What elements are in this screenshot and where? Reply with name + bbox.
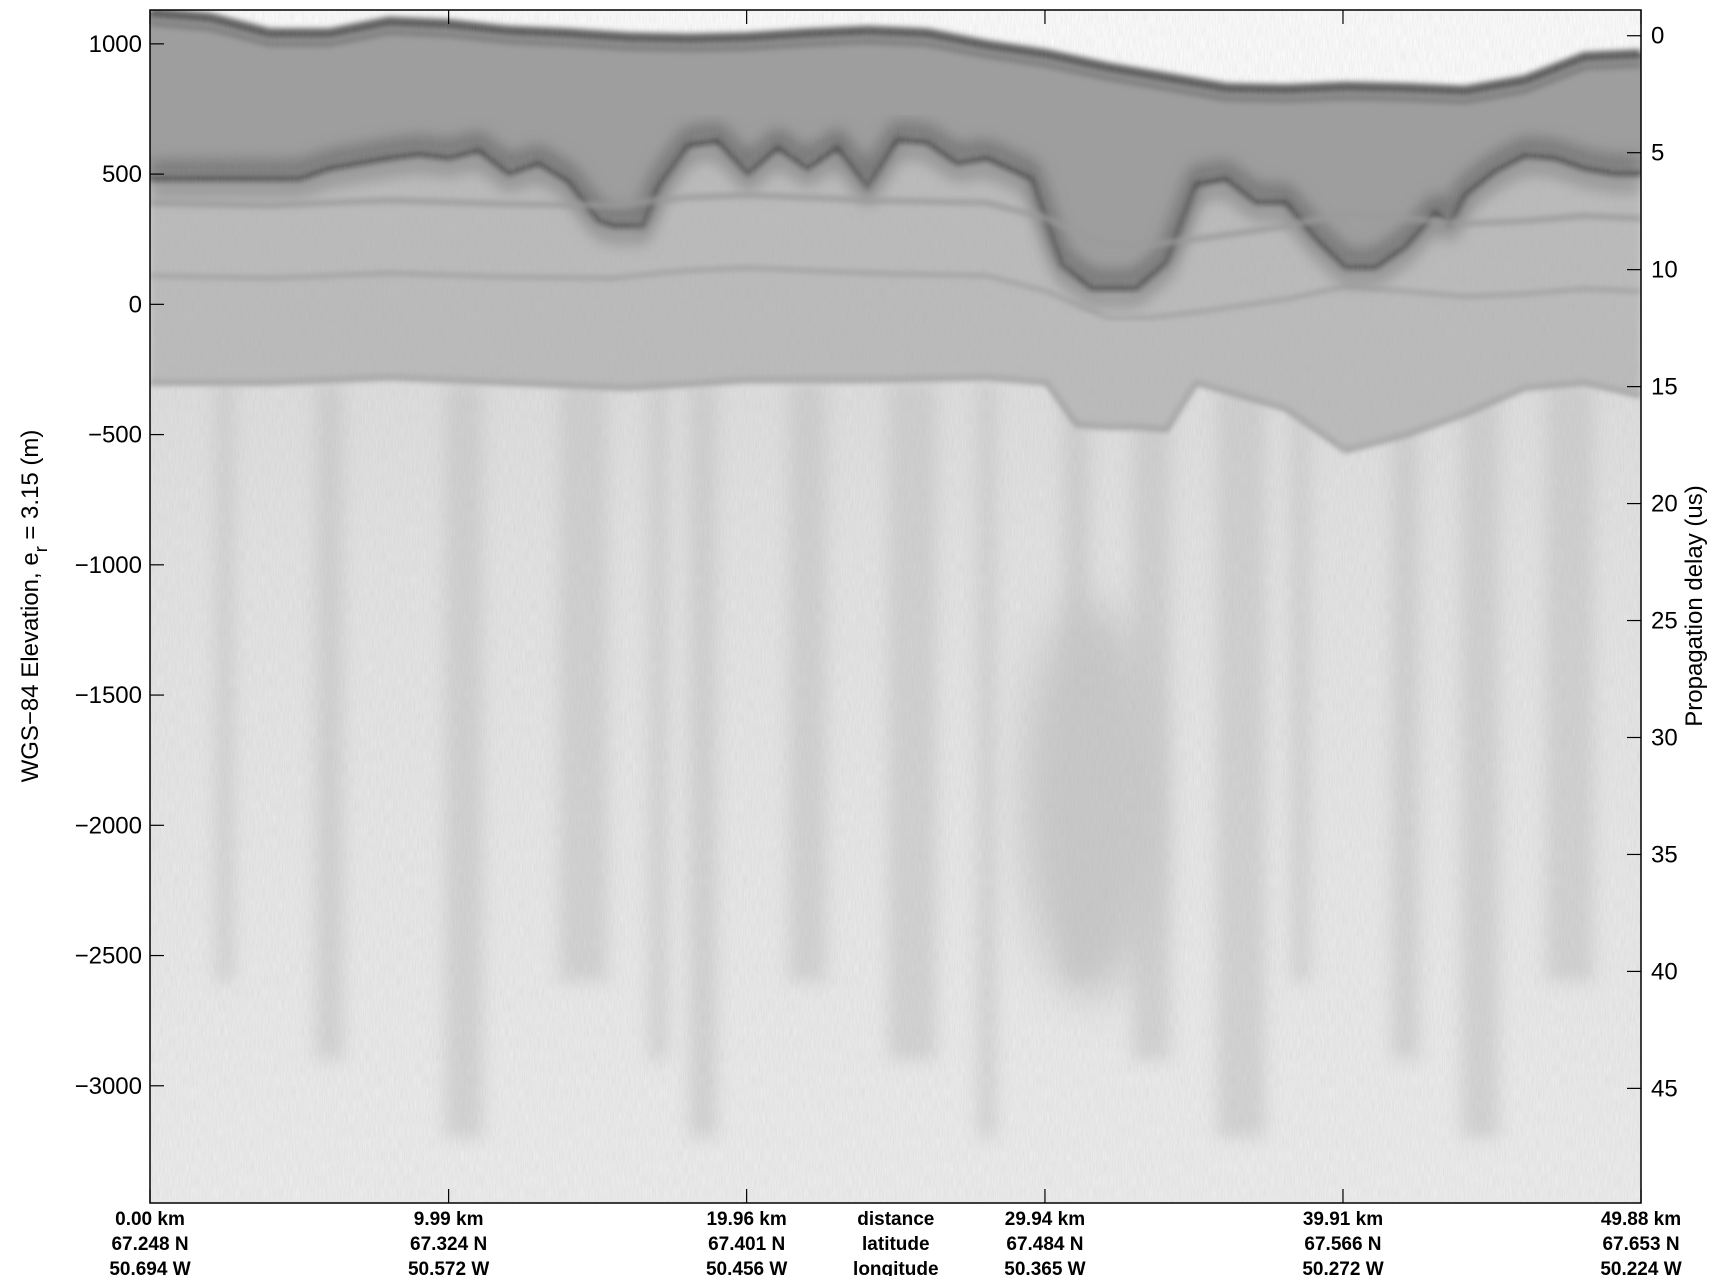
x-label-latitude: 67.324 N <box>410 1234 487 1255</box>
x-label-row-name: latitude <box>862 1234 930 1255</box>
left-tick-label: 0 <box>129 291 142 318</box>
left-tick-label: 500 <box>102 161 142 188</box>
left-tick-label: −2000 <box>75 812 142 839</box>
right-tick-label: 40 <box>1651 958 1678 985</box>
x-label-latitude: 67.248 N <box>111 1234 188 1255</box>
radar-echogram-image <box>150 10 1641 1203</box>
left-tick-label: −3000 <box>75 1073 142 1100</box>
left-axis-title-subscript: r <box>31 546 51 552</box>
x-label-longitude: 50.272 W <box>1302 1259 1383 1276</box>
left-tick-label: 1000 <box>89 31 142 58</box>
x-label-row-name: longitude <box>853 1259 938 1276</box>
x-label-distance: 49.88 km <box>1601 1209 1681 1230</box>
right-tick-label: 5 <box>1651 140 1664 167</box>
right-tick-label: 25 <box>1651 608 1678 635</box>
left-axis-ticks: 1000 500 0 −500 −1000 −1500 −2000 −2500 −3000 <box>75 31 164 1100</box>
x-label-longitude: 50.456 W <box>706 1259 787 1276</box>
left-tick-label: −1000 <box>75 552 142 579</box>
right-tick-label: 10 <box>1651 257 1678 284</box>
x-label-distance: 19.96 km <box>706 1209 786 1230</box>
speckle-noise <box>150 10 1641 1203</box>
x-axis-ticks <box>149 10 1642 1203</box>
x-label-latitude: 67.484 N <box>1006 1234 1083 1255</box>
left-axis-title-tail: = 3.15 (m) <box>17 430 44 547</box>
right-axis-ticks: 0 5 10 15 20 25 30 35 40 45 <box>1627 23 1678 1102</box>
left-tick-label: −500 <box>88 422 142 449</box>
plot-frame <box>149 9 1642 1204</box>
x-label-longitude: 50.365 W <box>1004 1259 1085 1276</box>
x-label-distance: 39.91 km <box>1303 1209 1383 1230</box>
x-label-latitude: 67.566 N <box>1304 1234 1381 1255</box>
x-label-distance: 0.00 km <box>115 1209 185 1230</box>
right-tick-label: 30 <box>1651 724 1678 751</box>
left-tick-label: −1500 <box>75 682 142 709</box>
x-label-longitude: 50.572 W <box>408 1259 489 1276</box>
right-tick-label: 15 <box>1651 374 1678 401</box>
x-label-row-name: distance <box>857 1209 934 1230</box>
x-label-latitude: 67.401 N <box>708 1234 785 1255</box>
left-axis-title-main: WGS−84 Elevation, e <box>17 552 44 782</box>
right-tick-label: 45 <box>1651 1075 1678 1102</box>
x-label-latitude: 67.653 N <box>1602 1234 1679 1255</box>
right-tick-label: 35 <box>1651 841 1678 868</box>
x-axis-labels: 0.00 km 9.99 km 19.96 km 29.94 km 39.91 km 49… <box>109 1209 1681 1276</box>
left-axis-title: WGS−84 Elevation, er = 3.15 (m) <box>17 430 51 783</box>
x-label-distance: 29.94 km <box>1005 1209 1085 1230</box>
x-label-distance: 9.99 km <box>414 1209 484 1230</box>
left-tick-label: −2500 <box>75 943 142 970</box>
right-axis-title: Propagation delay (us) <box>1681 485 1708 726</box>
x-label-longitude: 50.694 W <box>109 1259 190 1276</box>
right-tick-label: 20 <box>1651 491 1678 518</box>
right-tick-label: 0 <box>1651 23 1664 50</box>
x-label-longitude: 50.224 W <box>1600 1259 1681 1276</box>
